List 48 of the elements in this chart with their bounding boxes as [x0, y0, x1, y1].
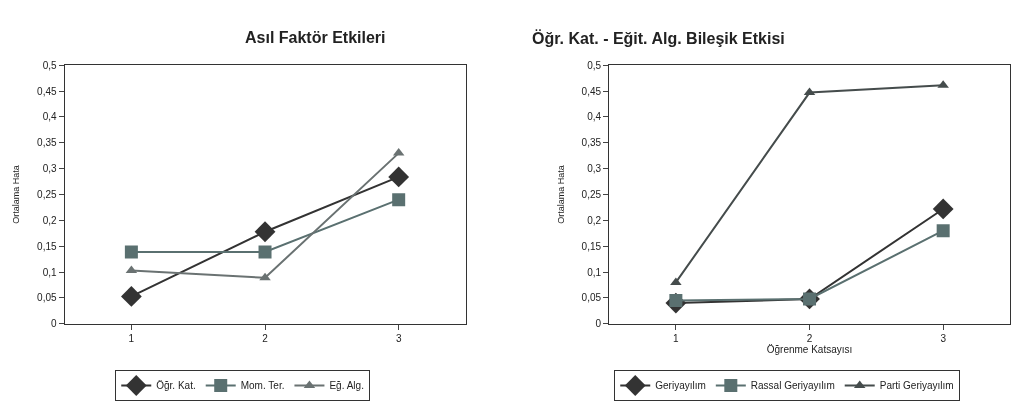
legend-label: Geriyayılım	[655, 380, 706, 392]
point	[124, 245, 138, 259]
y-tick-label: 0,25	[37, 188, 57, 200]
point	[936, 224, 950, 238]
point	[120, 285, 142, 307]
y-tick-label: 0,35	[581, 137, 602, 149]
y-tick-label: 0,15	[581, 240, 602, 252]
y-tick-label: 0	[50, 318, 57, 330]
point	[932, 198, 954, 220]
y-tick-label: 0	[595, 318, 602, 330]
x-axis-title: Öğrenme Katsayısı	[766, 343, 853, 355]
x-tick-label: 3	[940, 332, 947, 344]
y-tick-label: 0,4	[42, 111, 57, 123]
y-axis-title: Ortalama Hata	[11, 165, 22, 224]
point	[259, 272, 271, 281]
point	[388, 166, 410, 188]
y-tick-label: 0,45	[581, 85, 602, 97]
y-tick-label: 0,2	[42, 214, 57, 226]
y-tick-label: 0,05	[37, 292, 57, 304]
point	[258, 245, 272, 259]
y-tick-label: 0,05	[581, 292, 602, 304]
legend-label: Öğr. Kat.	[156, 380, 196, 392]
y-tick-label: 0,35	[37, 137, 57, 149]
x-tick-label: 1	[128, 332, 135, 344]
y-tick-label: 0,1	[42, 266, 57, 278]
y-tick-label: 0,45	[37, 85, 57, 97]
legend-label: Rassal Geriyayılım	[750, 380, 835, 392]
y-tick-label: 0,5	[587, 59, 602, 71]
legend-label: Mom. Ter.	[240, 380, 285, 392]
y-tick-label: 0,25	[581, 188, 602, 200]
x-tick-label: 1	[673, 332, 680, 344]
x-tick-label: 2	[806, 332, 813, 344]
y-tick-label: 0,1	[587, 266, 602, 278]
legend-label: Eğ. Alg.	[329, 380, 364, 392]
y-tick-label: 0,4	[587, 111, 602, 123]
x-tick-label: 2	[262, 332, 269, 344]
y-tick-label: 0,15	[37, 240, 57, 252]
y-tick-label: 0,5	[42, 59, 57, 71]
chart-title: Asıl Faktör Etkileri	[245, 29, 386, 46]
y-axis-title: Ortalama Hata	[555, 165, 566, 224]
point	[254, 221, 276, 243]
y-tick-label: 0,2	[587, 214, 602, 226]
y-tick-label: 0,3	[587, 163, 602, 175]
chart-title: Öğr. Kat. - Eğit. Alg. Bileşik Etkisi	[532, 29, 785, 47]
point	[392, 193, 406, 207]
y-tick-label: 0,3	[42, 163, 57, 175]
x-tick-label: 3	[395, 332, 402, 344]
legend-label: Parti Geriyayılım	[879, 380, 954, 392]
